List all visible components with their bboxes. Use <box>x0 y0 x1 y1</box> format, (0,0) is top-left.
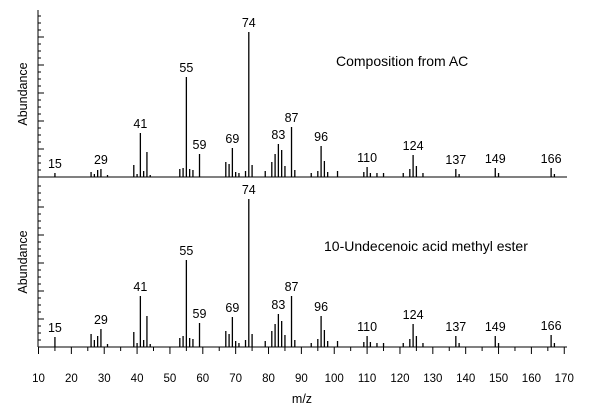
x-tick-label: 90 <box>295 373 308 385</box>
x-tick-label: 170 <box>555 373 574 385</box>
bottom-y-axis-ticks <box>38 185 44 348</box>
x-tick-label: 40 <box>131 373 144 385</box>
peak-label: 41 <box>133 117 147 131</box>
x-tick-label: 100 <box>325 373 344 385</box>
x-tick-label: 140 <box>456 373 475 385</box>
peak-label: 96 <box>314 130 328 144</box>
x-tick-label: 20 <box>65 373 78 385</box>
peak-label: 87 <box>285 280 299 294</box>
bottom-y-axis-label: Abundance <box>16 230 30 293</box>
peak-label: 96 <box>314 300 328 314</box>
x-axis: 10 20 30 40 50 60 70 80 90 100 110 120 130 140 150 160 1… <box>32 347 574 406</box>
peak-label: 74 <box>242 16 256 30</box>
x-tick-label: 110 <box>358 373 376 385</box>
peak-label: 59 <box>193 138 207 152</box>
x-tick-label: 50 <box>164 373 177 385</box>
x-tick-label: 80 <box>262 373 275 385</box>
peak-label: 137 <box>445 320 466 334</box>
peak-label: 15 <box>48 157 62 171</box>
x-tick-label: 130 <box>423 373 442 385</box>
peak-label: 124 <box>403 308 424 322</box>
peak-label: 41 <box>133 280 147 294</box>
peak-label: 137 <box>445 153 466 167</box>
peak-label: 55 <box>179 61 193 75</box>
peak-label: 149 <box>485 320 506 334</box>
top-y-axis-label: Abundance <box>16 62 30 125</box>
peak-label: 83 <box>271 128 285 142</box>
peak-label: 29 <box>94 313 108 327</box>
x-axis-ticks <box>38 347 565 354</box>
peak-label: 69 <box>225 132 239 146</box>
peak-label: 69 <box>225 301 239 315</box>
peak-label: 83 <box>271 298 285 312</box>
bottom-panel-title: 10-Undecenoic acid methyl ester <box>324 238 528 254</box>
peak-label: 74 <box>242 183 256 197</box>
peak-label: 59 <box>193 307 207 321</box>
x-tick-label: 60 <box>196 373 209 385</box>
peak-label: 124 <box>403 139 424 153</box>
x-tick-label: 30 <box>98 373 111 385</box>
x-tick-label: 70 <box>229 373 242 385</box>
x-tick-label: 160 <box>522 373 541 385</box>
x-axis-title: m/z <box>292 392 312 406</box>
top-y-axis-ticks <box>38 15 44 178</box>
x-axis-tick-labels: 10 20 30 40 50 60 70 80 90 100 110 120 130 140 150 160 1… <box>32 373 574 385</box>
peak-label: 166 <box>541 152 562 166</box>
bottom-spectrum-bars <box>54 199 556 347</box>
top-panel-title: Composition from AC <box>336 53 468 69</box>
peak-label: 149 <box>485 152 506 166</box>
x-tick-label: 120 <box>390 373 409 385</box>
peak-label: 87 <box>285 111 299 125</box>
peak-label: 166 <box>541 319 562 333</box>
peak-label: 110 <box>357 320 377 334</box>
top-spectrum-bars <box>54 32 556 177</box>
peak-label: 55 <box>179 244 193 258</box>
peak-label: 15 <box>48 321 62 335</box>
peak-label: 110 <box>357 151 377 165</box>
peak-label: 29 <box>94 153 108 167</box>
x-tick-label: 150 <box>489 373 508 385</box>
x-tick-label: 10 <box>32 373 45 385</box>
